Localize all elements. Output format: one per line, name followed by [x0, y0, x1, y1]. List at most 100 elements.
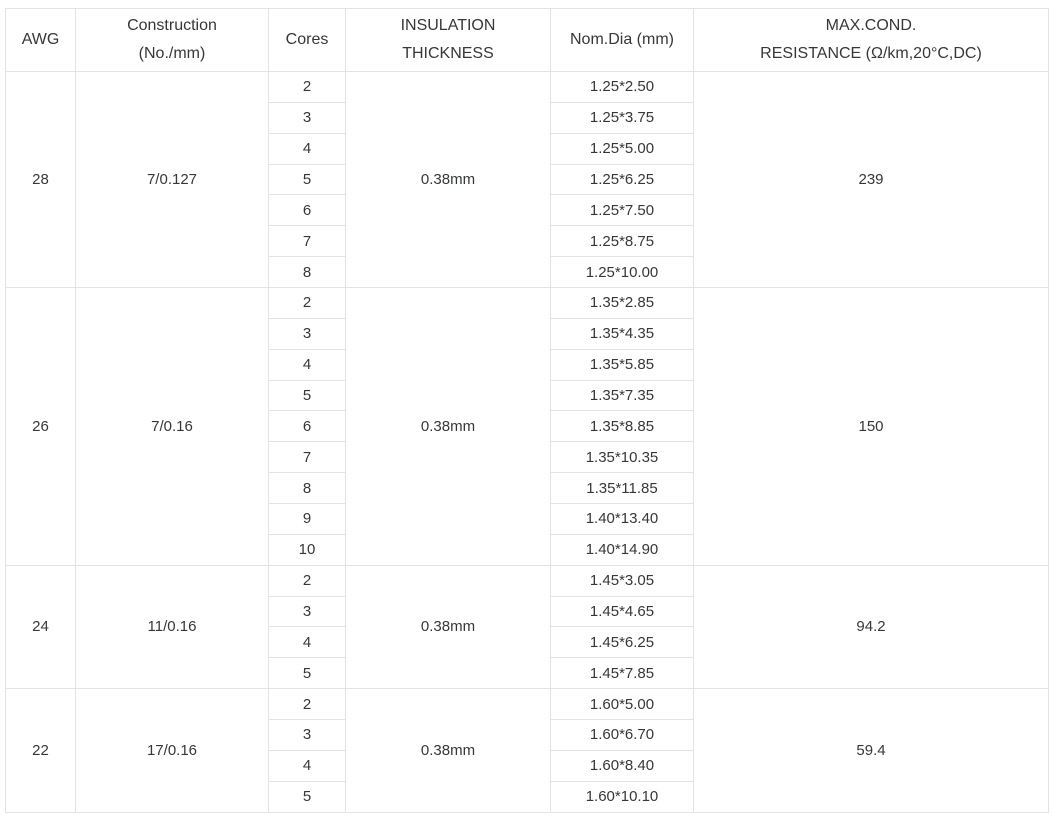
cores-cell: 3: [268, 101, 346, 134]
table-row: 8 1.35*11.85: [6, 472, 1049, 505]
header-cell-resistance: MAX.COND. RESISTANCE (Ω/km,20°C,DC): [693, 8, 1049, 72]
cores-cell: 6: [268, 410, 346, 443]
awg-cell: 22: [5, 688, 76, 813]
header-label: THICKNESS: [402, 45, 494, 62]
cores-cell: 4: [268, 749, 346, 782]
cores-cell: 5: [268, 657, 346, 690]
resistance-cell: 59.4: [693, 688, 1049, 813]
table-row: 7 1.35*10.35: [6, 441, 1049, 474]
nom-dia-cell: 1.45*3.05: [550, 564, 694, 597]
header-label: Construction: [127, 17, 217, 34]
nom-dia-cell: 1.60*8.40: [550, 749, 694, 782]
header-label: RESISTANCE (Ω/km,20°C,DC): [760, 45, 982, 62]
cores-cell: 5: [268, 379, 346, 412]
nom-dia-cell: 1.45*4.65: [550, 595, 694, 628]
nom-dia-cell: 1.25*3.75: [550, 101, 694, 134]
table-row: 24 11/0.16 2 0.38mm 1.45*3.05 94.2: [5, 564, 1049, 690]
table-row: 7 1.25*8.75: [6, 225, 1049, 258]
table-row: 3 1.60*6.70: [6, 719, 1049, 751]
construction-cell: 17/0.16: [75, 688, 269, 813]
cores-cell: 2: [268, 287, 346, 319]
nom-dia-cell: 1.25*5.00: [550, 132, 694, 165]
header-cell-cores: Cores: [268, 8, 346, 72]
nom-dia-cell: 1.25*2.50: [550, 71, 694, 103]
cores-cell: 2: [268, 564, 346, 597]
table-row: 3 1.25*3.75: [6, 101, 1049, 134]
table-row: 4 1.25*5.00: [6, 132, 1049, 165]
nom-dia-cell: 1.35*5.85: [550, 348, 694, 381]
table-row: 4 1.35*5.85: [6, 348, 1049, 381]
nom-dia-cell: 1.35*2.85: [550, 287, 694, 319]
cores-cell: 8: [268, 256, 346, 289]
cores-cell: 3: [268, 719, 346, 751]
nom-dia-cell: 1.40*14.90: [550, 533, 694, 566]
insulation-cell: 0.38mm: [345, 287, 551, 566]
insulation-cell: 0.38mm: [345, 70, 551, 289]
cores-cell: 2: [268, 71, 346, 103]
header-label: INSULATION: [400, 17, 496, 34]
cores-cell: 7: [268, 441, 346, 474]
nom-dia-cell: 1.25*6.25: [550, 163, 694, 196]
header-label: MAX.COND.: [825, 17, 917, 34]
table-row: 10 1.40*14.90: [6, 533, 1049, 566]
table-row: 3 1.35*4.35: [6, 317, 1049, 350]
awg-cell: 28: [5, 70, 76, 289]
resistance-cell: 150: [693, 287, 1049, 566]
awg-cell: 24: [5, 564, 76, 690]
header-cell-insulation: INSULATION THICKNESS: [345, 8, 551, 72]
table-row: 26 7/0.16 2 0.38mm 1.35*2.85 150: [5, 287, 1049, 566]
header-cell-awg: AWG: [5, 8, 76, 72]
nom-dia-cell: 1.45*7.85: [550, 657, 694, 690]
cores-cell: 4: [268, 626, 346, 659]
resistance-cell: 94.2: [693, 564, 1049, 690]
nom-dia-cell: 1.35*10.35: [550, 441, 694, 474]
construction-cell: 11/0.16: [75, 564, 269, 690]
cores-cell: 10: [268, 533, 346, 566]
insulation-cell: 0.38mm: [345, 688, 551, 813]
cores-cell: 5: [268, 780, 346, 813]
construction-cell: 7/0.16: [75, 287, 269, 566]
spec-table-header: AWG Construction (No./mm) Cores INSULATION TH…: [5, 8, 1049, 72]
nom-dia-cell: 1.45*6.25: [550, 626, 694, 659]
table-row: 5 1.60*10.10: [6, 780, 1049, 813]
table-row: 9 1.40*13.40: [6, 503, 1049, 535]
table-row: 5 1.35*7.35: [6, 379, 1049, 412]
header-cell-dia: Nom.Dia (mm): [550, 8, 694, 72]
nom-dia-cell: 1.25*8.75: [550, 225, 694, 258]
nom-dia-cell: 1.25*10.00: [550, 256, 694, 289]
table-row: 28 7/0.127 2 0.38mm 1.25*2.50 239: [5, 70, 1049, 289]
nom-dia-cell: 1.35*7.35: [550, 379, 694, 412]
nom-dia-cell: 1.25*7.50: [550, 194, 694, 227]
cores-cell: 7: [268, 225, 346, 258]
cores-cell: 2: [268, 688, 346, 721]
header-label: Nom.Dia (mm): [570, 31, 674, 48]
header-label: AWG: [21, 31, 60, 48]
cores-cell: 5: [268, 163, 346, 196]
nom-dia-cell: 1.35*4.35: [550, 317, 694, 350]
cores-cell: 9: [268, 503, 346, 535]
table-row: 4 1.45*6.25: [6, 626, 1049, 659]
spec-table-body: 28 7/0.127 2 0.38mm 1.25*2.50 239 3 1.25*3.75 4 1…: [5, 70, 1049, 813]
nom-dia-cell: 1.35*11.85: [550, 472, 694, 505]
header-row: AWG Construction (No./mm) Cores INSULATION TH…: [5, 8, 1049, 72]
nom-dia-cell: 1.40*13.40: [550, 503, 694, 535]
nom-dia-cell: 1.35*8.85: [550, 410, 694, 443]
spec-table-container: AWG Construction (No./mm) Cores INSULATION TH…: [5, 8, 1049, 813]
construction-cell: 7/0.127: [75, 70, 269, 289]
awg-cell: 26: [5, 287, 76, 566]
resistance-cell: 239: [693, 70, 1049, 289]
header-cell-construction: Construction (No./mm): [75, 8, 269, 72]
cores-cell: 3: [268, 595, 346, 628]
table-row: 5 1.45*7.85: [6, 657, 1049, 690]
nom-dia-cell: 1.60*5.00: [550, 688, 694, 721]
header-label: (No./mm): [138, 45, 206, 62]
header-label: Cores: [285, 31, 329, 48]
insulation-cell: 0.38mm: [345, 564, 551, 690]
spec-table: AWG Construction (No./mm) Cores INSULATION TH…: [5, 8, 1049, 813]
cores-cell: 6: [268, 194, 346, 227]
cores-cell: 8: [268, 472, 346, 505]
cores-cell: 4: [268, 132, 346, 165]
table-row: 6 1.25*7.50: [6, 194, 1049, 227]
nom-dia-cell: 1.60*6.70: [550, 719, 694, 751]
